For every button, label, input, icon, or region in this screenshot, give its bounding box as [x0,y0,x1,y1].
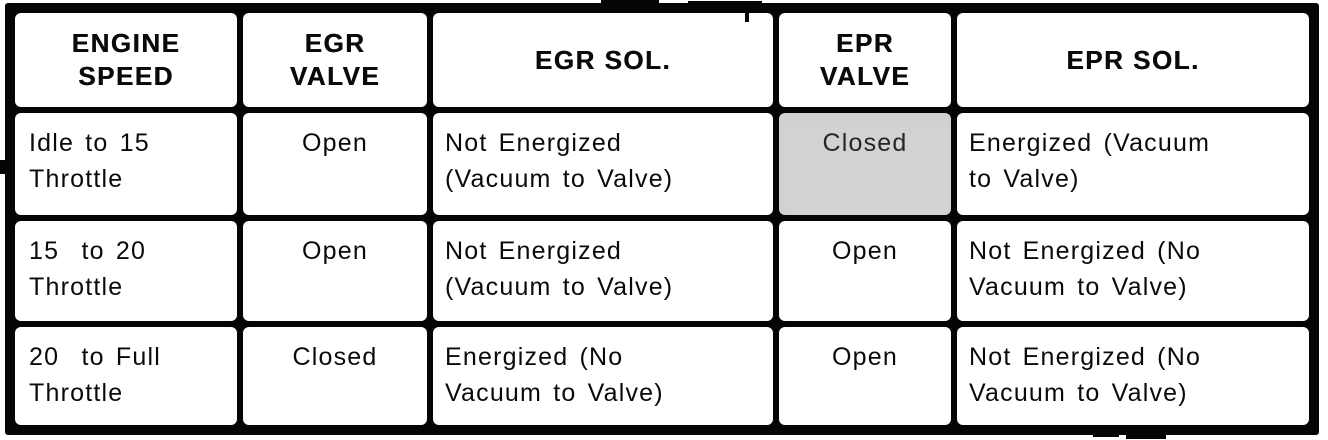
row-0-egr-valve-cell: Open [243,113,427,215]
egr-epr-operation-table: ENGINE SPEED EGR VALVE EGR SOL. EPR VALV… [5,3,1319,435]
scan-artifact-nub [0,160,6,174]
table-row: 15 to 20 Throttle Open Not Energized (Va… [15,221,1309,321]
row-1-engine-speed-cell: 15 to 20 Throttle [15,221,237,321]
row-2-egr-sol-cell: Energized (No Vacuum to Valve) [433,327,773,425]
scan-artifact-top-dash [688,1,762,6]
row-1-epr-sol-cell: Not Energized (No Vacuum to Valve) [957,221,1309,321]
header-epr-valve: EPR VALVE [779,13,951,107]
table-row: Idle to 15 Throttle Open Not Energized (… [15,113,1309,215]
table-row: 20 to Full Throttle Closed Energized (No… [15,327,1309,425]
row-0-epr-valve-cell: Closed [779,113,951,215]
scan-artifact-tick [745,8,749,22]
row-1-egr-valve-cell: Open [243,221,427,321]
row-2-egr-valve-cell: Closed [243,327,427,425]
row-0-egr-sol-cell: Not Energized (Vacuum to Valve) [433,113,773,215]
scan-artifact-bottom-dash [1126,434,1166,439]
table-header-row: ENGINE SPEED EGR VALVE EGR SOL. EPR VALV… [15,13,1309,107]
row-2-epr-valve-cell: Open [779,327,951,425]
scan-artifact-bottom-dash [1093,433,1119,437]
header-egr-sol: EGR SOL. [433,13,773,107]
header-epr-sol: EPR SOL. [957,13,1309,107]
row-1-egr-sol-cell: Not Energized (Vacuum to Valve) [433,221,773,321]
row-0-engine-speed-cell: Idle to 15 Throttle [15,113,237,215]
header-engine-speed: ENGINE SPEED [15,13,237,107]
row-2-epr-sol-cell: Not Energized (No Vacuum to Valve) [957,327,1309,425]
row-0-epr-sol-cell: Energized (Vacuum to Valve) [957,113,1309,215]
header-egr-valve: EGR VALVE [243,13,427,107]
scan-artifact-top-dash [601,0,659,4]
row-2-engine-speed-cell: 20 to Full Throttle [15,327,237,425]
row-1-epr-valve-cell: Open [779,221,951,321]
